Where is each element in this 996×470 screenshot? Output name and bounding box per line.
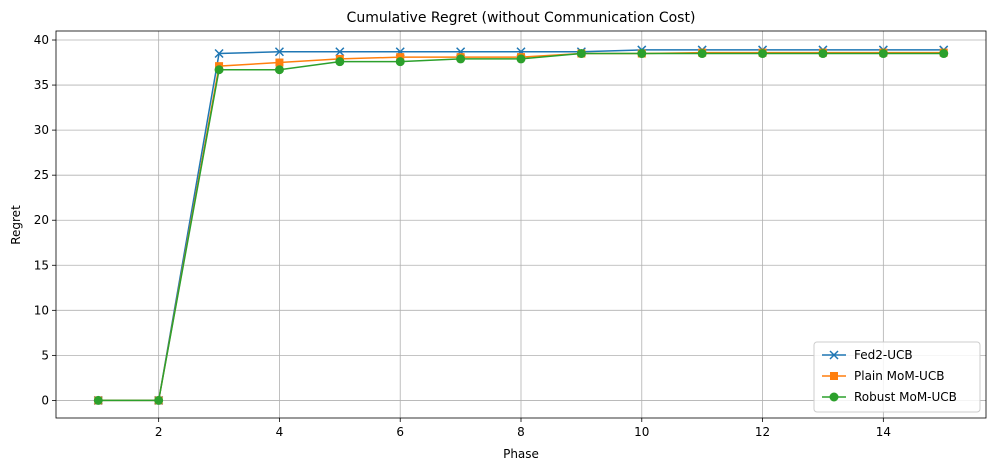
chart-title: Cumulative Regret (without Communication… (347, 10, 696, 26)
y-tick-label: 0 (41, 393, 49, 407)
plot-frame (55, 30, 987, 419)
x-axis-label: Phase (503, 447, 539, 461)
y-axis-label: Regret (9, 205, 23, 245)
marker-stroke (274, 47, 284, 57)
x-tick-label: 4 (276, 425, 284, 439)
y-tick-label: 40 (34, 33, 49, 47)
data-point (516, 54, 526, 64)
legend-item: Robust MoM-UCB (822, 390, 957, 404)
y-tick-label: 5 (41, 348, 49, 362)
data-point (576, 49, 586, 59)
y-tick-label: 15 (34, 258, 49, 272)
x-tick-label: 12 (755, 425, 770, 439)
y-tick-label: 35 (34, 78, 49, 92)
data-point (274, 47, 284, 57)
data-point (154, 395, 164, 405)
marker-stroke (829, 350, 839, 360)
legend-item: Fed2-UCB (822, 348, 913, 362)
marker-stroke (214, 48, 224, 59)
data-point (335, 57, 345, 67)
data-point (878, 49, 888, 59)
data-point (275, 58, 284, 67)
x-tick-label: 6 (396, 425, 404, 439)
x-tick-label: 14 (876, 425, 891, 439)
legend-label: Plain MoM-UCB (854, 369, 944, 383)
data-point (274, 65, 284, 75)
data-point (214, 65, 224, 75)
y-tick-label: 10 (34, 303, 49, 317)
grid (56, 31, 986, 418)
data-point (758, 49, 768, 59)
data-point (697, 49, 707, 59)
y-tick-label: 25 (34, 168, 49, 182)
data-point (335, 47, 345, 57)
data-point (456, 54, 466, 64)
data-point (818, 49, 828, 59)
series-robust-mom-ucb (93, 49, 949, 405)
data-point (93, 395, 103, 405)
data-point (395, 57, 405, 67)
legend-marker (830, 372, 838, 380)
x-tick-label: 8 (517, 425, 525, 439)
data-point (396, 53, 405, 62)
legend: Fed2-UCB Plain MoM-UCB Robust MoM-UCB (813, 341, 981, 413)
data-point (637, 49, 647, 59)
legend-marker (829, 350, 839, 360)
y-tick-label: 30 (34, 123, 49, 137)
data-point (214, 48, 224, 59)
marker-stroke (335, 47, 345, 57)
legend-box (813, 341, 981, 413)
y-tick-label: 20 (34, 213, 49, 227)
series-layer (93, 45, 949, 405)
legend-marker (829, 392, 839, 402)
legend-label: Fed2-UCB (854, 348, 913, 362)
legend-label: Robust MoM-UCB (854, 390, 957, 404)
legend-item: Plain MoM-UCB (822, 369, 944, 383)
data-point (939, 49, 949, 59)
x-tick-label: 10 (634, 425, 649, 439)
axes: 2 4 6 8 10 12 14 0 5 10 15 20 25 30 35 40 (34, 30, 987, 439)
x-tick-label: 2 (155, 425, 163, 439)
